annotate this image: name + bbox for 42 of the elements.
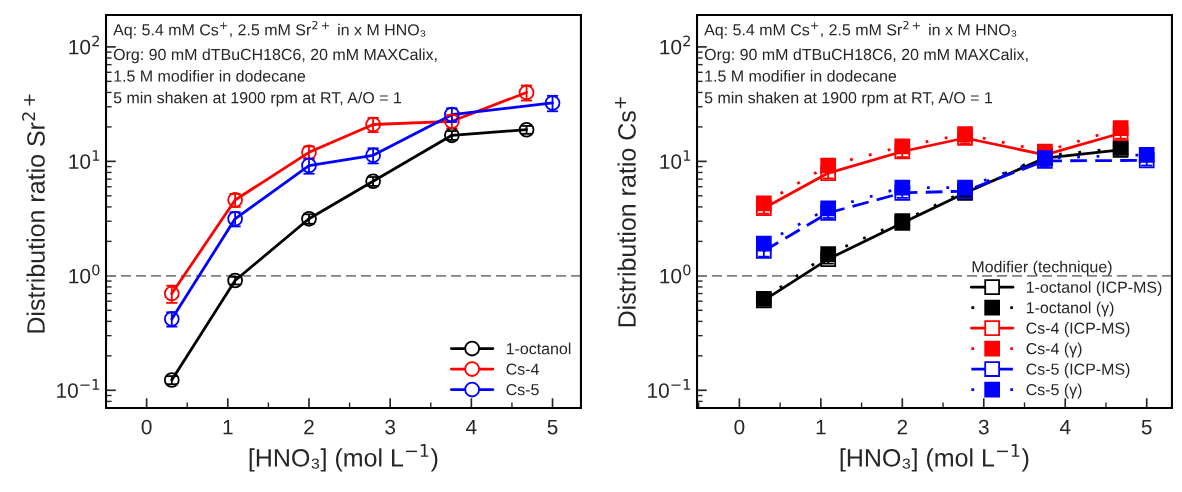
y-tick-label: 10$^{−1}$ (648, 379, 691, 398)
x-tick-label: 1 (223, 419, 233, 435)
y-tick-label: 10$^{2}$ (69, 35, 100, 55)
x-tick-label: 4 (1059, 419, 1071, 435)
legend-label: Cs-5 (ICP-MS) (1026, 363, 1130, 378)
y-tick-label: 10$^{0}$ (69, 264, 100, 284)
y-axis-title: Distribution ratio Cs$^{+}$ (615, 97, 636, 327)
legend-label: Cs-4 (506, 363, 539, 375)
x-tick-label: 1 (816, 419, 826, 435)
legend-label: Cs-5 (506, 383, 539, 396)
y-tick-label: 10$^{1}$ (660, 150, 691, 169)
legend-label: 1-octanol (ICP-MS) (1026, 281, 1162, 297)
annotation: 5 min shaken at 1900 rpm at RT, A/O = 1 (113, 91, 402, 107)
annotation: 1.5 M modifier in dodecane (705, 70, 897, 82)
legend-label: Cs-4 (γ) (1026, 342, 1082, 358)
y-tick-label: 10$^{1}$ (69, 150, 100, 169)
x-axis-title: [HNO₃] (mol L$^{−1}$) (840, 444, 1029, 472)
y-axis-title: Distribution ratio Sr$^{2+}$ (22, 94, 45, 333)
x-tick-label: 4 (466, 419, 477, 435)
x-tick-label: 3 (385, 419, 396, 435)
legend-label: 1-octanol (γ) (1026, 301, 1114, 317)
annotation: 5 min shaken at 1900 rpm at RT, A/O = 1 (704, 91, 993, 107)
annotation: Aq: 5.4 mM Cs$^{+}$, 2.5 mM Sr$^{2+}$ in x M HNO₃ (113, 20, 426, 39)
x-tick-label: 2 (304, 419, 314, 435)
legend-label: 1-octanol (506, 342, 571, 355)
x-tick-label: 0 (734, 419, 745, 435)
y-tick-label: 10$^{2}$ (660, 35, 691, 55)
legend-label: Cs-5 (γ) (1026, 383, 1082, 399)
x-axis-title: [HNO₃] (mol L$^{−1}$) (249, 444, 438, 472)
annotation: 1.5 M modifier in dodecane (114, 70, 306, 82)
legend-label: Cs-4 (ICP-MS) (1026, 322, 1130, 337)
annotation: Org: 90 mM dTBuCH18C6, 20 mM MAXCalix, (113, 48, 437, 64)
annotation: Aq: 5.4 mM Cs$^{+}$, 2.5 mM Sr$^{2+}$ in x M HNO₃ (704, 20, 1017, 39)
y-tick-label: 10$^{0}$ (660, 264, 691, 284)
legend-title: Modifier (technique) (972, 260, 1112, 276)
x-tick-label: 2 (897, 419, 908, 435)
x-tick-label: 5 (1141, 419, 1152, 435)
x-tick-label: 3 (978, 419, 989, 435)
annotation: Org: 90 mM dTBuCH18C6, 20 mM MAXCalix, (704, 48, 1028, 64)
x-tick-label: 5 (547, 419, 558, 435)
x-tick-label: 0 (141, 419, 152, 435)
y-tick-label: 10$^{−1}$ (57, 379, 100, 398)
